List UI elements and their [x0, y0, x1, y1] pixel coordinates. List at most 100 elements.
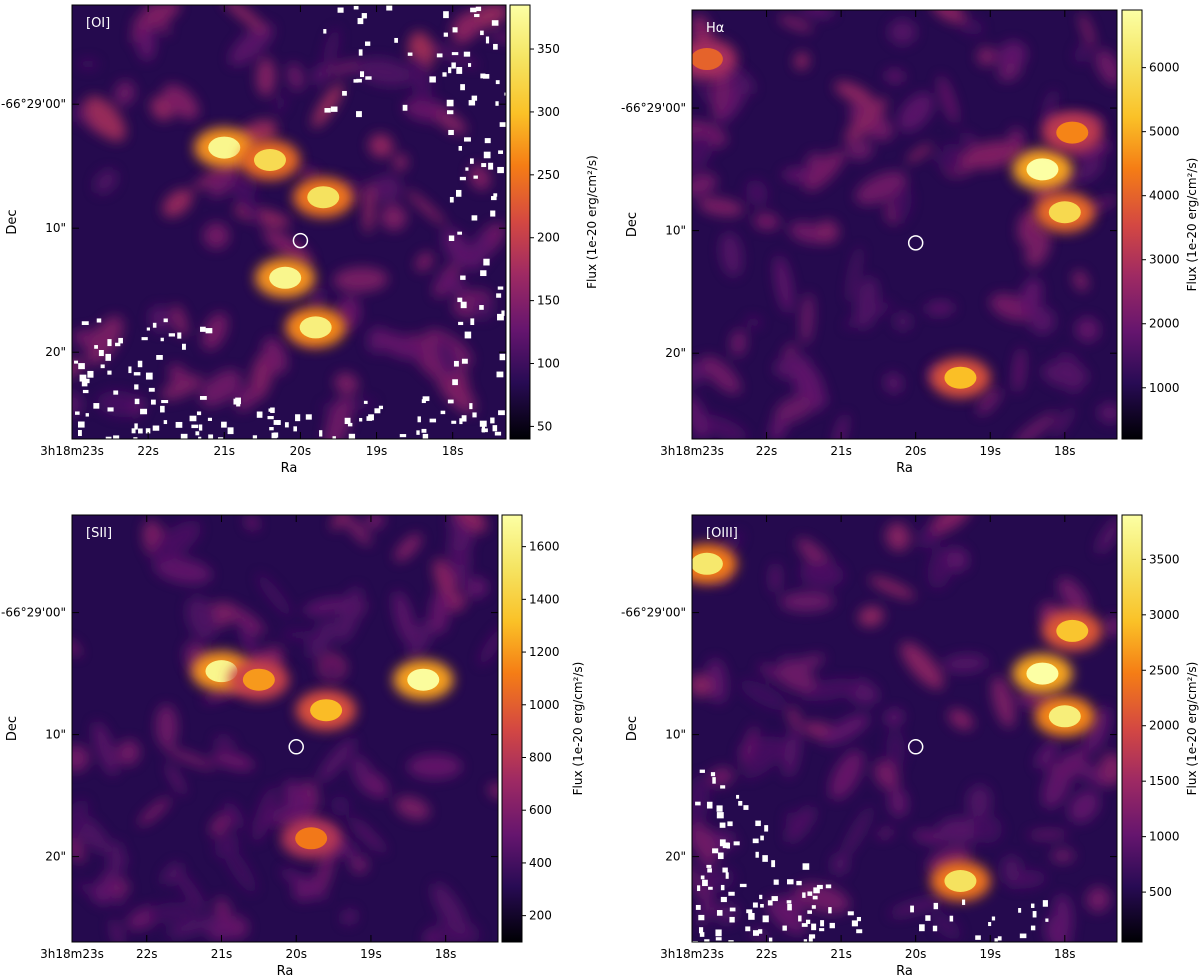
y-tick-label: 20" — [45, 850, 66, 864]
x-tick-label: 20s — [905, 947, 927, 961]
colorbar-tick-label: 300 — [537, 105, 560, 119]
feature-core-4 — [299, 316, 332, 339]
panel-label: [SII] — [86, 526, 112, 541]
y-tick-label: -66°29'00" — [1, 97, 66, 111]
colorbar-tick-label: 800 — [529, 750, 552, 764]
y-tick-label: 20" — [665, 346, 686, 360]
colorbar-tick-label: 200 — [529, 909, 552, 923]
x-tick-label: 21s — [211, 947, 233, 961]
heatmap-3 — [692, 515, 1117, 942]
colorbar — [1121, 514, 1143, 943]
x-tick-label: 20s — [905, 444, 927, 458]
feature-core-0 — [1026, 158, 1059, 181]
mask-0 — [74, 5, 506, 439]
x-tick-label: 22s — [136, 947, 158, 961]
feature-core-2 — [1056, 619, 1089, 642]
feature-core-4 — [692, 552, 723, 575]
marker-circle — [907, 235, 924, 251]
x-tick-label: 3h18m23s — [660, 444, 724, 458]
panel-label: [OIII] — [706, 526, 738, 541]
colorbar-label: Flux (1e-20 erg/cm²/s) — [1185, 158, 1199, 292]
y-tick-label: -66°29'00" — [621, 101, 686, 115]
feature-core-3 — [944, 366, 977, 389]
x-axis-label: Ra — [896, 461, 913, 476]
feature-core-1 — [1048, 201, 1081, 224]
colorbar-tick-label: 2500 — [1149, 663, 1180, 677]
colorbar-tick-label: 1000 — [529, 698, 560, 712]
y-axis-label: Dec — [625, 212, 640, 237]
y-tick-label: 10" — [45, 221, 66, 235]
x-tick-label: 18s — [442, 444, 464, 458]
colorbar-tick-label: 600 — [529, 803, 552, 817]
colorbar-tick-label: 4000 — [1149, 189, 1180, 203]
x-tick-label: 19s — [360, 947, 382, 961]
feature-core-0 — [1026, 662, 1059, 685]
feature-core-2 — [307, 186, 340, 209]
colorbar-label: Flux (1e-20 erg/cm²/s) — [1185, 662, 1199, 796]
x-tick-label: 21s — [830, 947, 852, 961]
y-tick-label: -66°29'00" — [621, 606, 686, 620]
feature-core-2 — [1056, 121, 1089, 144]
feature-core-3 — [944, 870, 977, 892]
colorbar-tick-label: 3500 — [1149, 552, 1180, 566]
colorbar-tick-label: 400 — [529, 856, 552, 870]
x-tick-label: 18s — [1054, 947, 1076, 961]
colorbar-tick-label: 350 — [537, 42, 560, 56]
panel-label: [OI] — [86, 16, 110, 31]
colorbar-tick-label: 500 — [1149, 885, 1172, 899]
heatmap-1 — [692, 10, 1117, 439]
colorbar-tick-label: 150 — [537, 294, 560, 308]
colorbar-tick-label: 200 — [537, 231, 560, 245]
colorbar-tick-label: 1400 — [529, 592, 560, 606]
panel-2: [SII] 3h18m23s 22s 21s 20s 19s 18s Ra -66°29'00"… — [1, 514, 585, 977]
colorbar-tick-label: 1200 — [529, 645, 560, 659]
colorbar-tick-label: 2000 — [1149, 719, 1180, 733]
x-tick-label: 21s — [830, 444, 852, 458]
feature-core-1 — [253, 149, 286, 171]
feature-core-3 — [269, 266, 302, 289]
colorbar-tick-label: 1600 — [529, 540, 560, 554]
panel-3: [OIII] 3h18m23s 22s 21s 20s 19s 18s Ra -66°29'00… — [621, 514, 1199, 977]
feature-core-2 — [242, 668, 275, 691]
y-tick-label: 10" — [665, 728, 686, 742]
colorbar-tick-label: 5000 — [1149, 125, 1180, 139]
feature-core-0 — [407, 668, 440, 691]
colorbar-tick-label: 1000 — [1149, 830, 1180, 844]
colorbar-tick-label: 100 — [537, 357, 560, 371]
marker-circle — [907, 739, 924, 755]
heatmap-2 — [72, 515, 498, 942]
feature-core-4 — [692, 48, 723, 71]
x-tick-label: 3h18m23s — [40, 444, 104, 458]
colorbar — [501, 514, 523, 943]
x-tick-label: 20s — [290, 444, 312, 458]
x-tick-label: 19s — [979, 947, 1001, 961]
x-tick-label: 18s — [1054, 444, 1076, 458]
x-tick-label: 22s — [756, 444, 778, 458]
colorbar — [1121, 9, 1143, 440]
colorbar-tick-label: 6000 — [1149, 61, 1180, 75]
x-axis-label: Ra — [281, 461, 298, 476]
x-tick-label: 18s — [435, 947, 457, 961]
feature-core-1 — [1048, 705, 1081, 728]
y-tick-label: 20" — [45, 345, 66, 359]
x-tick-label: 19s — [366, 444, 388, 458]
colorbar-tick-label: 2000 — [1149, 317, 1180, 331]
x-axis-label: Ra — [277, 964, 294, 977]
panel-1: Hα 3h18m23s 22s 21s 20s 19s 18s Ra -66°29'00" 10"… — [621, 9, 1199, 476]
panel-label: Hα — [706, 21, 724, 36]
colorbar-tick-label: 3000 — [1149, 253, 1180, 267]
colorbar-label: Flux (1e-20 erg/cm²/s) — [585, 155, 599, 289]
x-axis-label: Ra — [896, 964, 913, 977]
feature-core-4 — [295, 827, 328, 850]
feature-core-0 — [208, 136, 241, 159]
colorbar-tick-label: 250 — [537, 168, 560, 182]
colorbar-label: Flux (1e-20 erg/cm²/s) — [571, 662, 585, 796]
marker-circle — [288, 739, 304, 755]
panel-0: [OI] 3h18m23s 22s 21s 20s 19s 18s Ra -66°29'00" 1… — [1, 4, 599, 476]
y-tick-label: -66°29'00" — [1, 606, 66, 620]
x-tick-label: 22s — [137, 444, 159, 458]
colorbar-tick-label: 50 — [537, 419, 552, 433]
x-tick-label: 19s — [979, 444, 1001, 458]
x-tick-label: 3h18m23s — [40, 947, 104, 961]
